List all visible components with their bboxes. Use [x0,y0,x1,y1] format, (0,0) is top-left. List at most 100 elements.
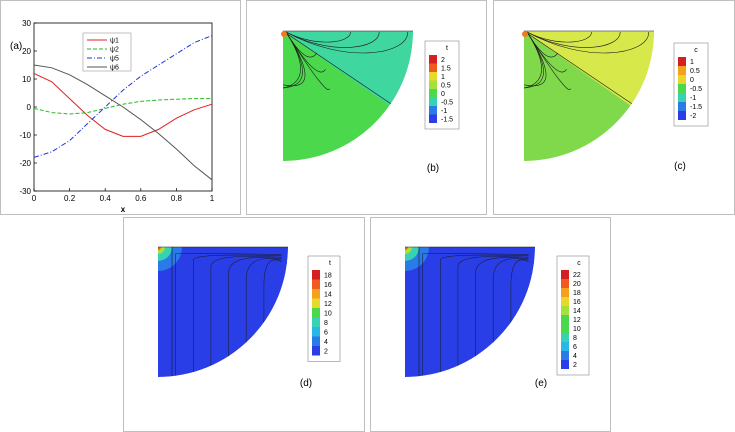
panel-b: t 2 1.5 1 0.5 0 -0.5 -1 -1.5 (b) [246,0,487,215]
y-tick-label: 20 [22,47,31,56]
y-tick-label: 0 [27,103,32,112]
streamline [193,254,282,377]
streamline [285,31,380,48]
colorbar-swatch [312,279,320,289]
colorbar-label: 1 [441,74,445,81]
streamline [526,31,621,48]
colorbar-swatch [561,315,569,324]
legend-label: ψ1 [110,38,119,45]
panel-label-d: (d) [300,378,312,389]
contour-field [405,247,535,377]
panel-c: c 1 0.5 0 -0.5 -1 -1.5 -2 (c) [493,0,735,215]
colorbar-swatch [678,93,686,102]
colorbar-label: -2 [690,113,696,120]
colorbar-label: 10 [324,311,332,318]
colorbar-label: -1.5 [690,104,702,111]
corner-ring [158,247,182,271]
y-tick-label: 30 [22,19,31,28]
streamline [285,31,409,54]
colorbar-swatch [678,75,686,84]
colorbar-title: c [577,260,581,267]
panel-label-a: (a) [10,41,22,52]
corner-marker [281,31,287,37]
colorbar-label: 4 [324,339,328,346]
series-line-2 [33,98,212,115]
colorbar-label: 0.5 [690,68,700,75]
panel-label-c: (c) [674,161,686,172]
colorbar-label: 6 [573,344,577,351]
streamline [492,258,529,377]
y-tick-label: -30 [19,187,31,196]
colorbar-swatch [561,351,569,360]
contour-fill-wedge [283,31,413,106]
colorbar-swatch [429,97,437,106]
streamline [175,253,282,377]
corner-ring [158,247,172,261]
colorbar-label: 6 [324,330,328,337]
x-tick-label: 1 [210,194,215,203]
colorbar-label: -1 [441,108,447,115]
colorbar-label: 18 [324,273,332,280]
streamline [457,255,529,377]
contour-plot-d: t 18 16 14 12 10 8 6 4 2 (d) [158,246,341,389]
streamline [524,31,633,105]
streamline [422,253,529,377]
colorbar-label: 20 [573,281,581,288]
streamline [440,254,529,377]
panel-d: t 18 16 14 12 10 8 6 4 2 (d) [123,217,365,432]
streamline [283,31,303,89]
contour-fill-main [158,247,288,377]
colorbar-swatch [312,327,320,337]
colorbar-label: 1 [690,59,694,66]
colorbar-swatch [678,111,686,120]
colorbar-label: 0 [441,91,445,98]
streamline [524,31,544,89]
colorbar-label: 2 [441,57,445,64]
colorbar-label: 10 [573,326,581,333]
colorbar-label: 18 [573,290,581,297]
contour-plot-c: c1 0.5 0 -0.5 -1 -1.5 -2 (c) [522,30,709,172]
corner-ring [405,247,412,254]
x-tick-label: 0 [32,194,37,203]
colorbar-swatch [561,270,569,279]
corner-ring [405,247,429,271]
colorbar-swatch [429,63,437,72]
colorbar-label: -0.5 [441,99,453,106]
colorbar-swatch [561,288,569,297]
colorbar-label: 2 [573,362,577,369]
streamline [245,258,282,377]
colorbar-label: 2 [324,349,328,356]
panel-label-e: (e) [535,378,547,389]
x-tick-label: 0.8 [171,194,183,203]
colorbar-label: 16 [324,282,332,289]
colorbar-swatch [561,297,569,306]
streamline [285,31,351,43]
corner-ring [158,247,165,254]
colorbar-swatch [312,289,320,299]
contour-field [283,31,413,161]
colorbar-swatch [312,317,320,327]
colorbar-label: 0 [690,77,694,84]
streamline [283,31,301,91]
x-tick-label: 0.6 [135,194,147,203]
colorbar-title: c [694,47,698,54]
corner-marker [522,31,528,37]
series-line-4 [33,64,213,181]
colorbar-label: 8 [573,335,577,342]
colorbar-swatch [678,57,686,66]
streamline [524,31,542,91]
streamline [210,255,282,377]
colorbar-label: -1.5 [441,116,453,123]
colorbar-swatch [312,270,320,280]
colorbar-label: 8 [324,320,328,327]
colorbar-swatch [312,308,320,318]
colorbar-label: 4 [573,353,577,360]
colorbar-swatch [312,298,320,308]
panel-e: c 22 20 18 16 14 12 10 8 6 4 2 (e) [370,217,611,432]
colorbar-label: -1 [690,95,696,102]
colorbar-swatch [678,66,686,75]
colorbar-swatch [561,279,569,288]
corner-ring [405,247,419,261]
colorbar-swatch [312,336,320,346]
series-line-3 [33,35,213,158]
